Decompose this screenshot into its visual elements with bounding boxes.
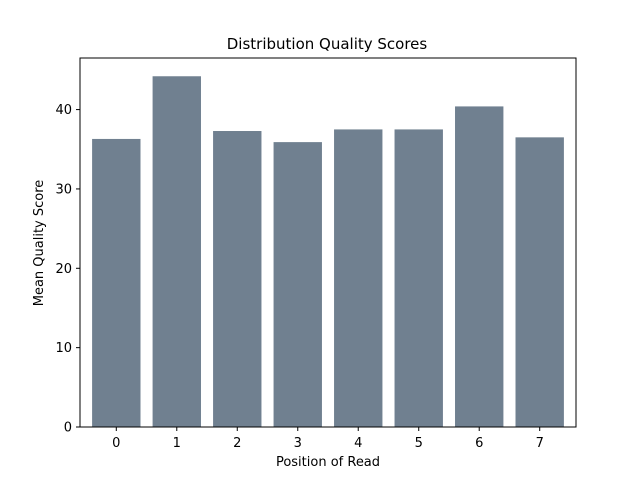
chart-title: Distribution Quality Scores xyxy=(227,35,428,53)
bar-3 xyxy=(273,142,322,427)
bar-5 xyxy=(394,129,443,428)
bar-0 xyxy=(92,138,141,427)
y-axis-ticks: 0 10 20 30 40 xyxy=(55,103,80,436)
y-axis-label: Mean Quality Score xyxy=(32,180,47,307)
x-tick-label: 0 xyxy=(112,436,120,451)
y-tick-label: 0 xyxy=(64,421,72,436)
bar-4 xyxy=(334,129,383,428)
bar-1 xyxy=(152,76,201,427)
bar-7 xyxy=(515,137,564,427)
x-tick-label: 6 xyxy=(475,436,483,451)
y-tick-label: 10 xyxy=(55,341,72,356)
bars-group xyxy=(92,76,564,428)
bar-2 xyxy=(213,131,262,427)
bar-6 xyxy=(455,106,504,427)
x-axis-label: Position of Read xyxy=(276,455,380,470)
x-tick-label: 3 xyxy=(294,436,302,451)
y-tick-label: 30 xyxy=(55,182,72,197)
y-tick-label: 40 xyxy=(55,103,72,118)
x-tick-label: 5 xyxy=(415,436,423,451)
x-tick-label: 4 xyxy=(354,436,362,451)
x-tick-label: 1 xyxy=(173,436,181,451)
x-tick-label: 7 xyxy=(536,436,544,451)
x-tick-label: 2 xyxy=(233,436,241,451)
plot-frame xyxy=(79,57,577,428)
x-axis-ticks: 0 1 2 3 4 5 6 7 xyxy=(112,427,544,451)
y-tick-label: 20 xyxy=(55,262,72,277)
